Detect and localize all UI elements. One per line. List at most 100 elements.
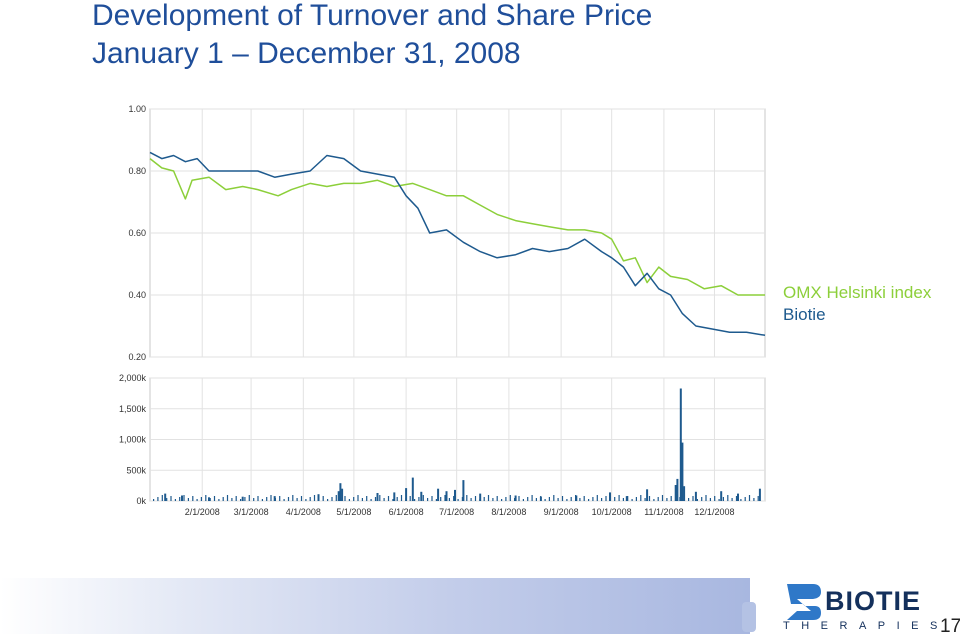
turnover-bar <box>341 488 344 501</box>
turnover-bar <box>437 488 440 501</box>
x-tick-label: 8/1/2008 <box>491 507 526 517</box>
turnover-bar <box>514 495 517 501</box>
turnover-bar <box>646 489 649 501</box>
turnover-baseline-tick <box>348 499 350 501</box>
turnover-baseline-tick <box>705 495 707 501</box>
turnover-baseline-tick <box>648 496 651 501</box>
turnover-baseline-tick <box>414 499 416 501</box>
turnover-baseline-tick <box>527 497 529 501</box>
turnover-bar <box>625 496 628 501</box>
turnover-baseline-tick <box>427 498 429 501</box>
logo-word: BIOTIE <box>825 586 922 616</box>
turnover-baseline-tick <box>748 495 751 501</box>
turnover-baseline-tick <box>174 499 176 501</box>
page-title: Development of Turnover and Share Price <box>92 0 653 32</box>
turnover-baseline-tick <box>366 496 368 501</box>
turnover-y-tick-label: 1,500k <box>119 404 147 414</box>
turnover-baseline-tick <box>644 498 646 501</box>
turnover-baseline-tick <box>570 497 572 501</box>
turnover-baseline-tick <box>466 495 468 501</box>
turnover-bar <box>411 477 414 501</box>
turnover-baseline-tick <box>714 496 716 501</box>
turnover-baseline-tick <box>309 497 311 501</box>
turnover-baseline-tick <box>257 496 259 501</box>
price-y-tick-label: 0.40 <box>128 290 146 300</box>
turnover-baseline-tick <box>666 498 668 501</box>
turnover-baseline-tick <box>313 495 316 501</box>
page-number: 17 <box>940 616 960 637</box>
turnover-bar <box>393 492 396 501</box>
turnover-baseline-tick <box>561 496 564 501</box>
turnover-baseline-tick <box>622 498 624 501</box>
turnover-y-tick-label: 0k <box>136 496 146 506</box>
turnover-baseline-tick <box>379 495 381 501</box>
turnover-bar <box>376 493 379 501</box>
turnover-baseline-tick <box>305 499 307 501</box>
turnover-baseline-tick <box>492 498 494 501</box>
turnover-baseline-tick <box>722 497 724 501</box>
turnover-baseline-tick <box>240 499 242 501</box>
turnover-bar <box>462 480 465 501</box>
turnover-baseline-tick <box>440 497 442 501</box>
turnover-baseline-tick <box>387 496 390 501</box>
x-tick-label: 6/1/2008 <box>389 507 424 517</box>
turnover-baseline-tick <box>400 495 403 501</box>
turnover-baseline-tick <box>222 497 224 501</box>
turnover-baseline-tick <box>327 499 329 501</box>
turnover-baseline-tick <box>718 499 720 501</box>
turnover-baseline-tick <box>618 495 620 501</box>
turnover-baseline-tick <box>196 499 198 501</box>
turnover-baseline-tick <box>244 497 246 501</box>
biotie-logo-mark-icon <box>787 584 821 620</box>
turnover-chart: 2,000k 1,500k 1,000k 500k 0k 2/1/2008 3/1/2008… <box>119 373 766 517</box>
turnover-baseline-tick <box>544 499 546 501</box>
turnover-bar <box>720 491 723 501</box>
turnover-baseline-tick <box>266 497 268 501</box>
share-price-chart: 1.00 0.80 0.60 0.40 0.20 <box>128 104 766 362</box>
turnover-baseline-tick <box>701 497 703 501</box>
turnover-bar <box>479 493 482 501</box>
turnover-baseline-tick <box>353 497 355 501</box>
turnover-baseline-tick <box>727 495 729 501</box>
turnover-baseline-tick <box>396 497 398 501</box>
turnover-baseline-tick <box>535 498 537 501</box>
turnover-baseline-tick <box>344 496 346 501</box>
turnover-baseline-tick <box>435 499 437 501</box>
turnover-baseline-tick <box>709 498 711 501</box>
turnover-bar <box>317 494 320 501</box>
turnover-bar <box>337 491 340 501</box>
turnover-baseline-tick <box>588 499 590 501</box>
turnover-y-tick-label: 500k <box>126 465 146 475</box>
turnover-baseline-tick <box>218 499 220 501</box>
turnover-baseline-tick <box>657 497 659 501</box>
turnover-bar <box>539 496 542 501</box>
turnover-baseline-tick <box>300 496 303 501</box>
turnover-baseline-tick <box>270 495 272 501</box>
turnover-bar <box>674 485 677 501</box>
turnover-baseline-tick <box>744 497 746 501</box>
turnover-baseline-tick <box>753 498 755 501</box>
x-tick-label: 11/1/2008 <box>644 507 683 517</box>
turnover-baseline-tick <box>579 498 581 501</box>
turnover-bar <box>339 483 342 501</box>
turnover-baseline-tick <box>531 495 533 501</box>
turnover-baseline-tick <box>548 497 550 501</box>
turnover-baseline-tick <box>370 499 372 501</box>
turnover-baseline-tick <box>335 495 337 501</box>
turnover-baseline-tick <box>422 495 424 501</box>
biotie-logo: BIOTIE THERAPIES <box>783 578 937 636</box>
turnover-baseline-tick <box>522 499 524 501</box>
turnover-baseline-tick <box>235 496 237 501</box>
price-y-tick-label: 0.80 <box>128 166 146 176</box>
turnover-baseline-tick <box>361 498 363 501</box>
x-tick-label: 4/1/2008 <box>286 507 321 517</box>
turnover-baseline-tick <box>670 496 672 501</box>
turnover-baseline-tick <box>566 499 568 501</box>
turnover-baseline-tick <box>453 496 455 501</box>
turnover-baseline-tick <box>605 496 607 501</box>
turnover-baseline-tick <box>757 496 759 501</box>
turnover-baseline-tick <box>192 496 194 501</box>
footer-band <box>0 578 756 634</box>
x-tick-label: 9/1/2008 <box>544 507 579 517</box>
turnover-baseline-tick <box>392 499 394 501</box>
